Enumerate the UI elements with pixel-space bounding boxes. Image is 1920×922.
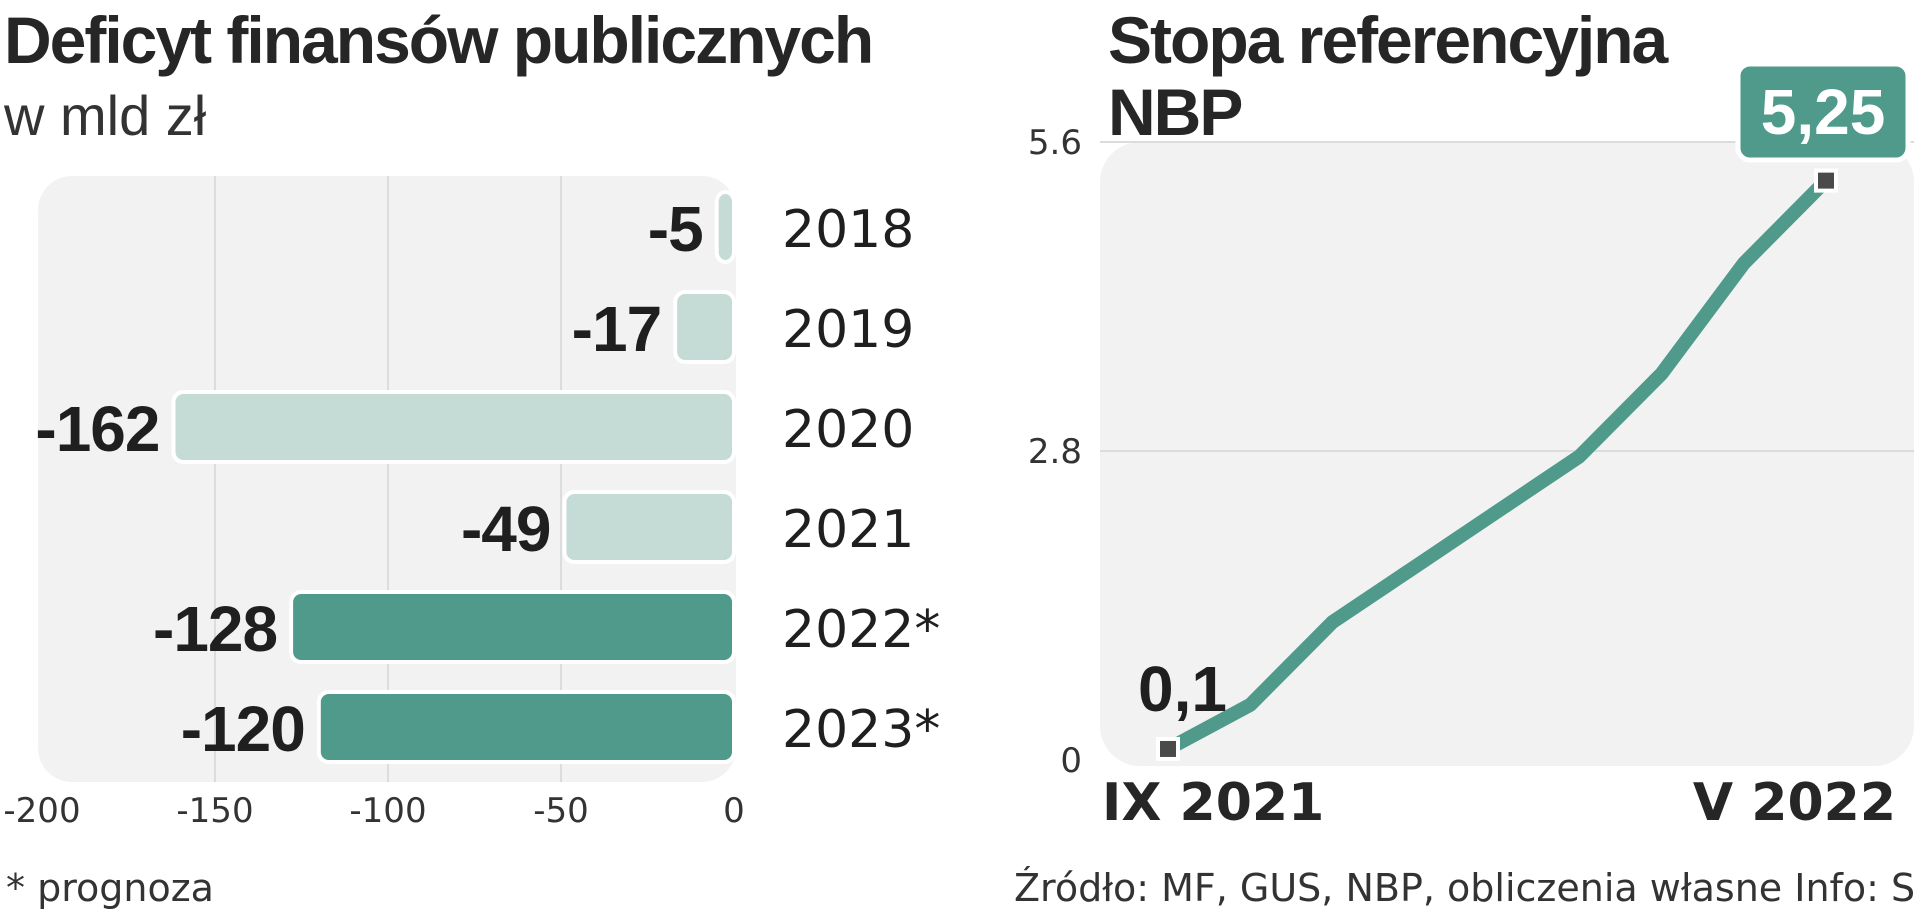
start-value-label: 0,1 xyxy=(1138,653,1227,725)
source-note: Źródło: MF, GUS, NBP, obliczenia własne … xyxy=(1014,866,1916,910)
end-point-marker xyxy=(1814,168,1838,193)
bar-value-label: -17 xyxy=(572,293,662,365)
bar xyxy=(673,290,736,364)
bar-category-label: 2022* xyxy=(782,600,940,660)
deficit-chart-title: Deficyt finansów publicznych xyxy=(4,3,874,77)
bar-category-label: 2018 xyxy=(782,200,914,260)
x-start-label: IX 2021 xyxy=(1102,773,1324,833)
bar-value-label: -128 xyxy=(153,593,277,665)
bar-value-label: -49 xyxy=(461,493,551,565)
bar xyxy=(289,590,736,664)
bar xyxy=(171,390,737,464)
bar-category-label: 2019 xyxy=(782,300,914,360)
bar-category-label: 2020 xyxy=(782,400,914,460)
bar-value-label: -162 xyxy=(35,393,159,465)
y-tick-label: 0 xyxy=(1060,741,1082,781)
start-point-marker xyxy=(1156,736,1180,761)
rate-series-line xyxy=(1161,173,1833,756)
bar-category-label: 2021 xyxy=(782,500,914,560)
x-tick-label: -100 xyxy=(349,791,426,831)
rate-chart-title: Stopa referencyjna NBP xyxy=(1108,3,1668,149)
forecast-footnote: * prognoza xyxy=(6,866,214,910)
bar xyxy=(562,490,737,564)
x-tick-label: -150 xyxy=(176,791,253,831)
bar-value-label: -120 xyxy=(181,693,305,765)
bar-category-label: 2023* xyxy=(782,700,940,760)
x-tick-label: 0 xyxy=(723,791,745,831)
bar-value-label: -5 xyxy=(648,193,703,265)
x-tick-label: -200 xyxy=(3,791,80,831)
bar xyxy=(714,190,737,264)
end-value-label: 5,25 xyxy=(1761,76,1886,148)
end-value-badge xyxy=(1735,61,1911,163)
x-tick-label: -50 xyxy=(533,791,589,831)
rate-line-chart: 0 2.8 5.6 0,1 5,25 IX 2021 V 2022 xyxy=(1027,61,1914,833)
y-tick-label: 2.8 xyxy=(1028,432,1082,472)
y-tick-label: 5.6 xyxy=(1028,123,1082,163)
bar xyxy=(316,690,736,764)
deficit-bar-chart: -200 -150 -100 -50 0 -5 2018 -17 2019 -162 2020 -49… xyxy=(3,176,940,831)
deficit-chart-unit: w mld zł xyxy=(4,84,207,147)
x-end-label: V 2022 xyxy=(1693,773,1896,833)
